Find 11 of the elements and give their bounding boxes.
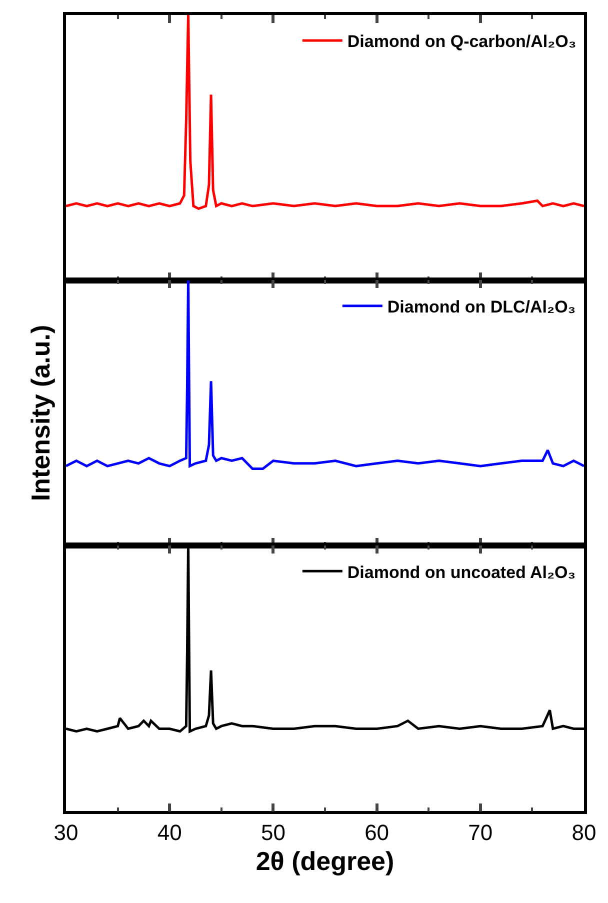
x-tick-label: 30 <box>54 820 78 846</box>
x-tick-label: 70 <box>468 820 493 846</box>
x-tick-label: 40 <box>157 820 182 846</box>
x-tick-label: 80 <box>572 820 596 846</box>
x-tick-label: 50 <box>260 820 286 846</box>
legend-label: Diamond on uncoated Al₂O₃ <box>347 562 576 582</box>
x-axis-title: 2θ (degree) <box>256 846 394 876</box>
y-axis-title: Intensity (a.u.) <box>26 324 56 502</box>
legend-label: Diamond on DLC/Al₂O₃ <box>387 297 576 316</box>
x-tick-label: 60 <box>364 820 390 846</box>
legend-label: Diamond on Q-carbon/Al₂O₃ <box>347 32 576 52</box>
